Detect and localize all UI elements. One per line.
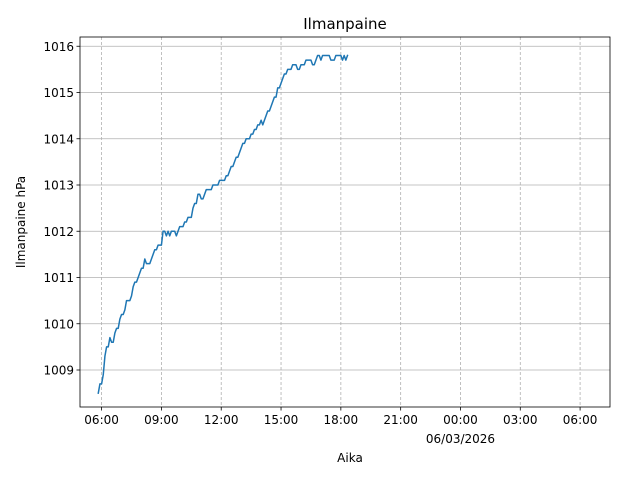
grid: [80, 37, 610, 407]
y-tick-label: 1013: [43, 179, 74, 193]
plot-area: [80, 37, 610, 407]
y-tick-label: 1014: [43, 132, 74, 146]
x-tick-label: 18:00: [324, 413, 359, 427]
x-tick-label: 09:00: [144, 413, 179, 427]
x-tick-label: 06:00: [563, 413, 598, 427]
y-tick-label: 1012: [43, 225, 74, 239]
plot-frame: [79, 36, 611, 408]
y-tick-label: 1011: [43, 271, 74, 285]
y-axis-label: Ilmanpaine hPa: [14, 176, 28, 268]
series-line: [97, 54, 349, 395]
x-tick-label: 03:00: [503, 413, 538, 427]
x-tick-label: 21:00: [383, 413, 418, 427]
x-tick-label: 06:00: [84, 413, 119, 427]
x-axis: 06:00 09:00 12:00 15:00 18:00 21:00 00:00 06/03…: [84, 407, 597, 446]
y-tick-label: 1010: [43, 317, 74, 331]
x-tick-label: 12:00: [204, 413, 239, 427]
x-tick-label: 15:00: [264, 413, 299, 427]
y-tick-label: 1016: [43, 40, 74, 54]
x-tick-date-label: 06/03/2026: [426, 432, 495, 446]
x-axis-label: Aika: [337, 451, 363, 465]
y-tick-label: 1015: [43, 86, 74, 100]
series-layer: [97, 54, 349, 395]
x-tick-label: 00:00: [443, 413, 478, 427]
y-tick-label: 1009: [43, 364, 74, 378]
y-axis: 1009 1010 1011 1012 1013 1014 1015 1016: [43, 40, 80, 378]
chart-title: Ilmanpaine: [303, 15, 387, 33]
